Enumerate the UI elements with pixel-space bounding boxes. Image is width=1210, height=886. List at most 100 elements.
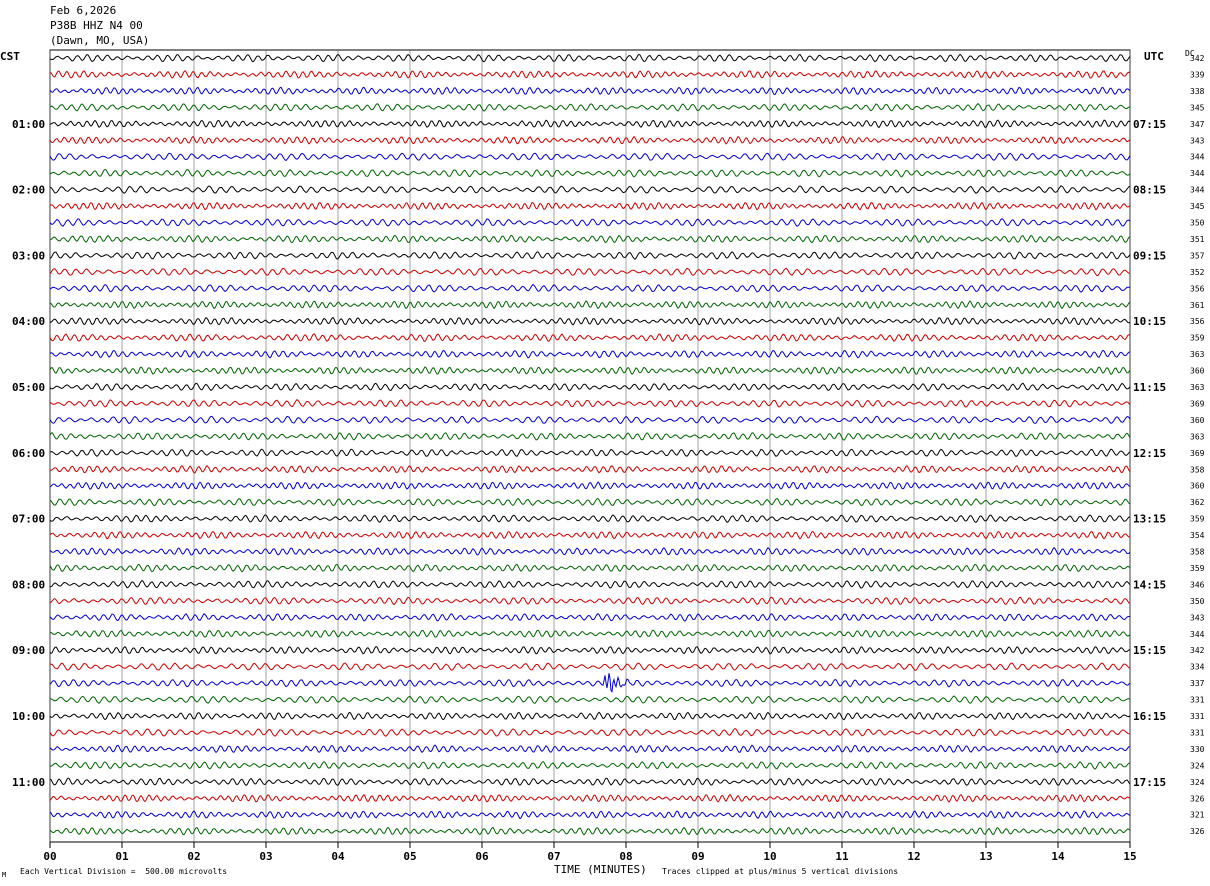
dc-offset-label: 343 [1190,136,1205,145]
header-date: Feb 6,2026 [50,4,117,17]
dc-offset-label: 359 [1190,515,1205,524]
x-tick-label: 09 [691,850,704,863]
dc-offset-label: 334 [1190,663,1205,672]
trace-line [49,168,1131,178]
trace-line [49,267,1131,277]
trace-line [49,711,1131,721]
trace-line [49,185,1131,194]
dc-offset-label: 330 [1190,745,1205,754]
trace-line [49,579,1131,589]
left-hour-label: 09:00 [12,644,45,657]
dc-offset-label: 360 [1190,416,1205,425]
trace-line [49,777,1131,786]
seismic-traces [49,53,1131,836]
trace-line [49,612,1131,622]
x-tick-label: 10 [763,850,776,863]
left-hour-label: 02:00 [12,184,45,197]
trace-line [49,695,1131,704]
x-tick-label: 05 [403,850,416,863]
trace-line [49,415,1131,424]
trace-line [49,251,1131,260]
corner-mark: M [2,871,7,879]
left-hour-label: 03:00 [12,249,45,262]
dc-offset-label: 324 [1190,778,1205,787]
x-tick-label: 15 [1123,850,1136,863]
trace-line [49,810,1131,820]
right-hour-label: 09:15 [1133,249,1166,262]
trace-line [49,596,1131,606]
trace-line [49,86,1131,96]
trace-line [49,201,1131,211]
dc-offset-label: 363 [1190,432,1205,441]
dc-offset-label: 356 [1190,284,1205,293]
trace-line [49,629,1131,638]
trace-line [49,645,1131,655]
right-hour-label: 08:15 [1133,184,1166,197]
dc-offset-label: 342 [1190,646,1205,655]
x-tick-label: 02 [187,850,200,863]
dc-offset-label: 321 [1190,811,1205,820]
left-hour-label: 08:00 [12,578,45,591]
dc-offset-label: 350 [1190,597,1205,606]
dc-offset-label: 363 [1190,350,1205,359]
x-tick-label: 01 [115,850,129,863]
dc-offset-label: 345 [1190,202,1205,211]
trace-line [49,102,1131,112]
right-hour-labels: 07:15 08:15 09:15 10:15 11:15 12:15 13:15 14:15… [1133,118,1166,789]
dc-offset-label: 344 [1190,186,1205,195]
right-hour-label: 15:15 [1133,644,1166,657]
trace-line [49,349,1131,359]
left-hour-label: 05:00 [12,381,45,394]
trace-line [49,760,1131,770]
clip-note: Traces clipped at plus/minus 5 vertical … [662,867,899,876]
dc-offset-label: 338 [1190,87,1205,96]
trace-line [49,398,1131,408]
trace-line [49,53,1131,63]
plot-frame [49,49,1131,843]
dc-offset-label: 343 [1190,613,1205,622]
minute-gridlines [49,50,1131,842]
x-tick-label: 11 [835,850,849,863]
trace-line [49,300,1131,310]
dc-offset-label: 326 [1190,827,1205,836]
trace-line [49,530,1131,540]
dc-offset-label: 361 [1190,301,1205,310]
trace-line [49,234,1131,244]
dc-offset-labels: 342 339 338 345 347 343 344 344 344 345 350 351 357 3… [1190,54,1205,836]
left-hour-label: 07:00 [12,513,45,526]
trace-line [49,135,1131,145]
x-tick-label: 13 [979,850,992,863]
trace-line [49,366,1131,375]
trace-line [49,152,1131,162]
dc-offset-label: 324 [1190,761,1205,770]
dc-offset-label: 358 [1190,548,1205,557]
x-tick-label: 03 [259,850,272,863]
right-hour-label: 11:15 [1133,381,1166,394]
dc-offset-label: 345 [1190,103,1205,112]
trace-line [49,673,1131,693]
left-hour-label: 04:00 [12,315,45,328]
trace-line [49,432,1131,441]
dc-offset-label: 331 [1190,712,1205,721]
right-hour-label: 07:15 [1133,118,1166,131]
dc-offset-label: 362 [1190,498,1205,507]
dc-offset-label: 354 [1190,531,1205,540]
trace-line [49,547,1131,556]
trace-line [49,744,1131,754]
dc-offset-label: 359 [1190,564,1205,573]
dc-offset-label: 358 [1190,465,1205,474]
dc-offset-label: 363 [1190,383,1205,392]
dc-offset-label: 344 [1190,169,1205,178]
left-hour-labels: 01:00 02:00 03:00 04:00 05:00 06:00 07:00 08:00… [12,118,45,789]
dc-offset-label: 342 [1190,54,1205,63]
x-tick-label: 06 [475,850,489,863]
dc-offset-label: 357 [1190,251,1205,260]
x-tick-label: 14 [1051,850,1065,863]
dc-offset-label: 331 [1190,728,1205,737]
trace-line [49,333,1131,342]
x-axis-ticks: 00 01 02 03 04 05 06 07 08 09 10 11 12 13 14 15 [43,842,1137,863]
header-location: (Dawn, MO, USA) [50,34,150,47]
dc-offset-label: 369 [1190,449,1205,458]
trace-line [49,283,1131,293]
